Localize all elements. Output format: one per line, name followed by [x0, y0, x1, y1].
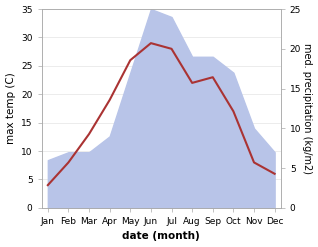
Y-axis label: med. precipitation (kg/m2): med. precipitation (kg/m2) — [302, 43, 313, 174]
Y-axis label: max temp (C): max temp (C) — [5, 73, 16, 144]
X-axis label: date (month): date (month) — [122, 231, 200, 242]
